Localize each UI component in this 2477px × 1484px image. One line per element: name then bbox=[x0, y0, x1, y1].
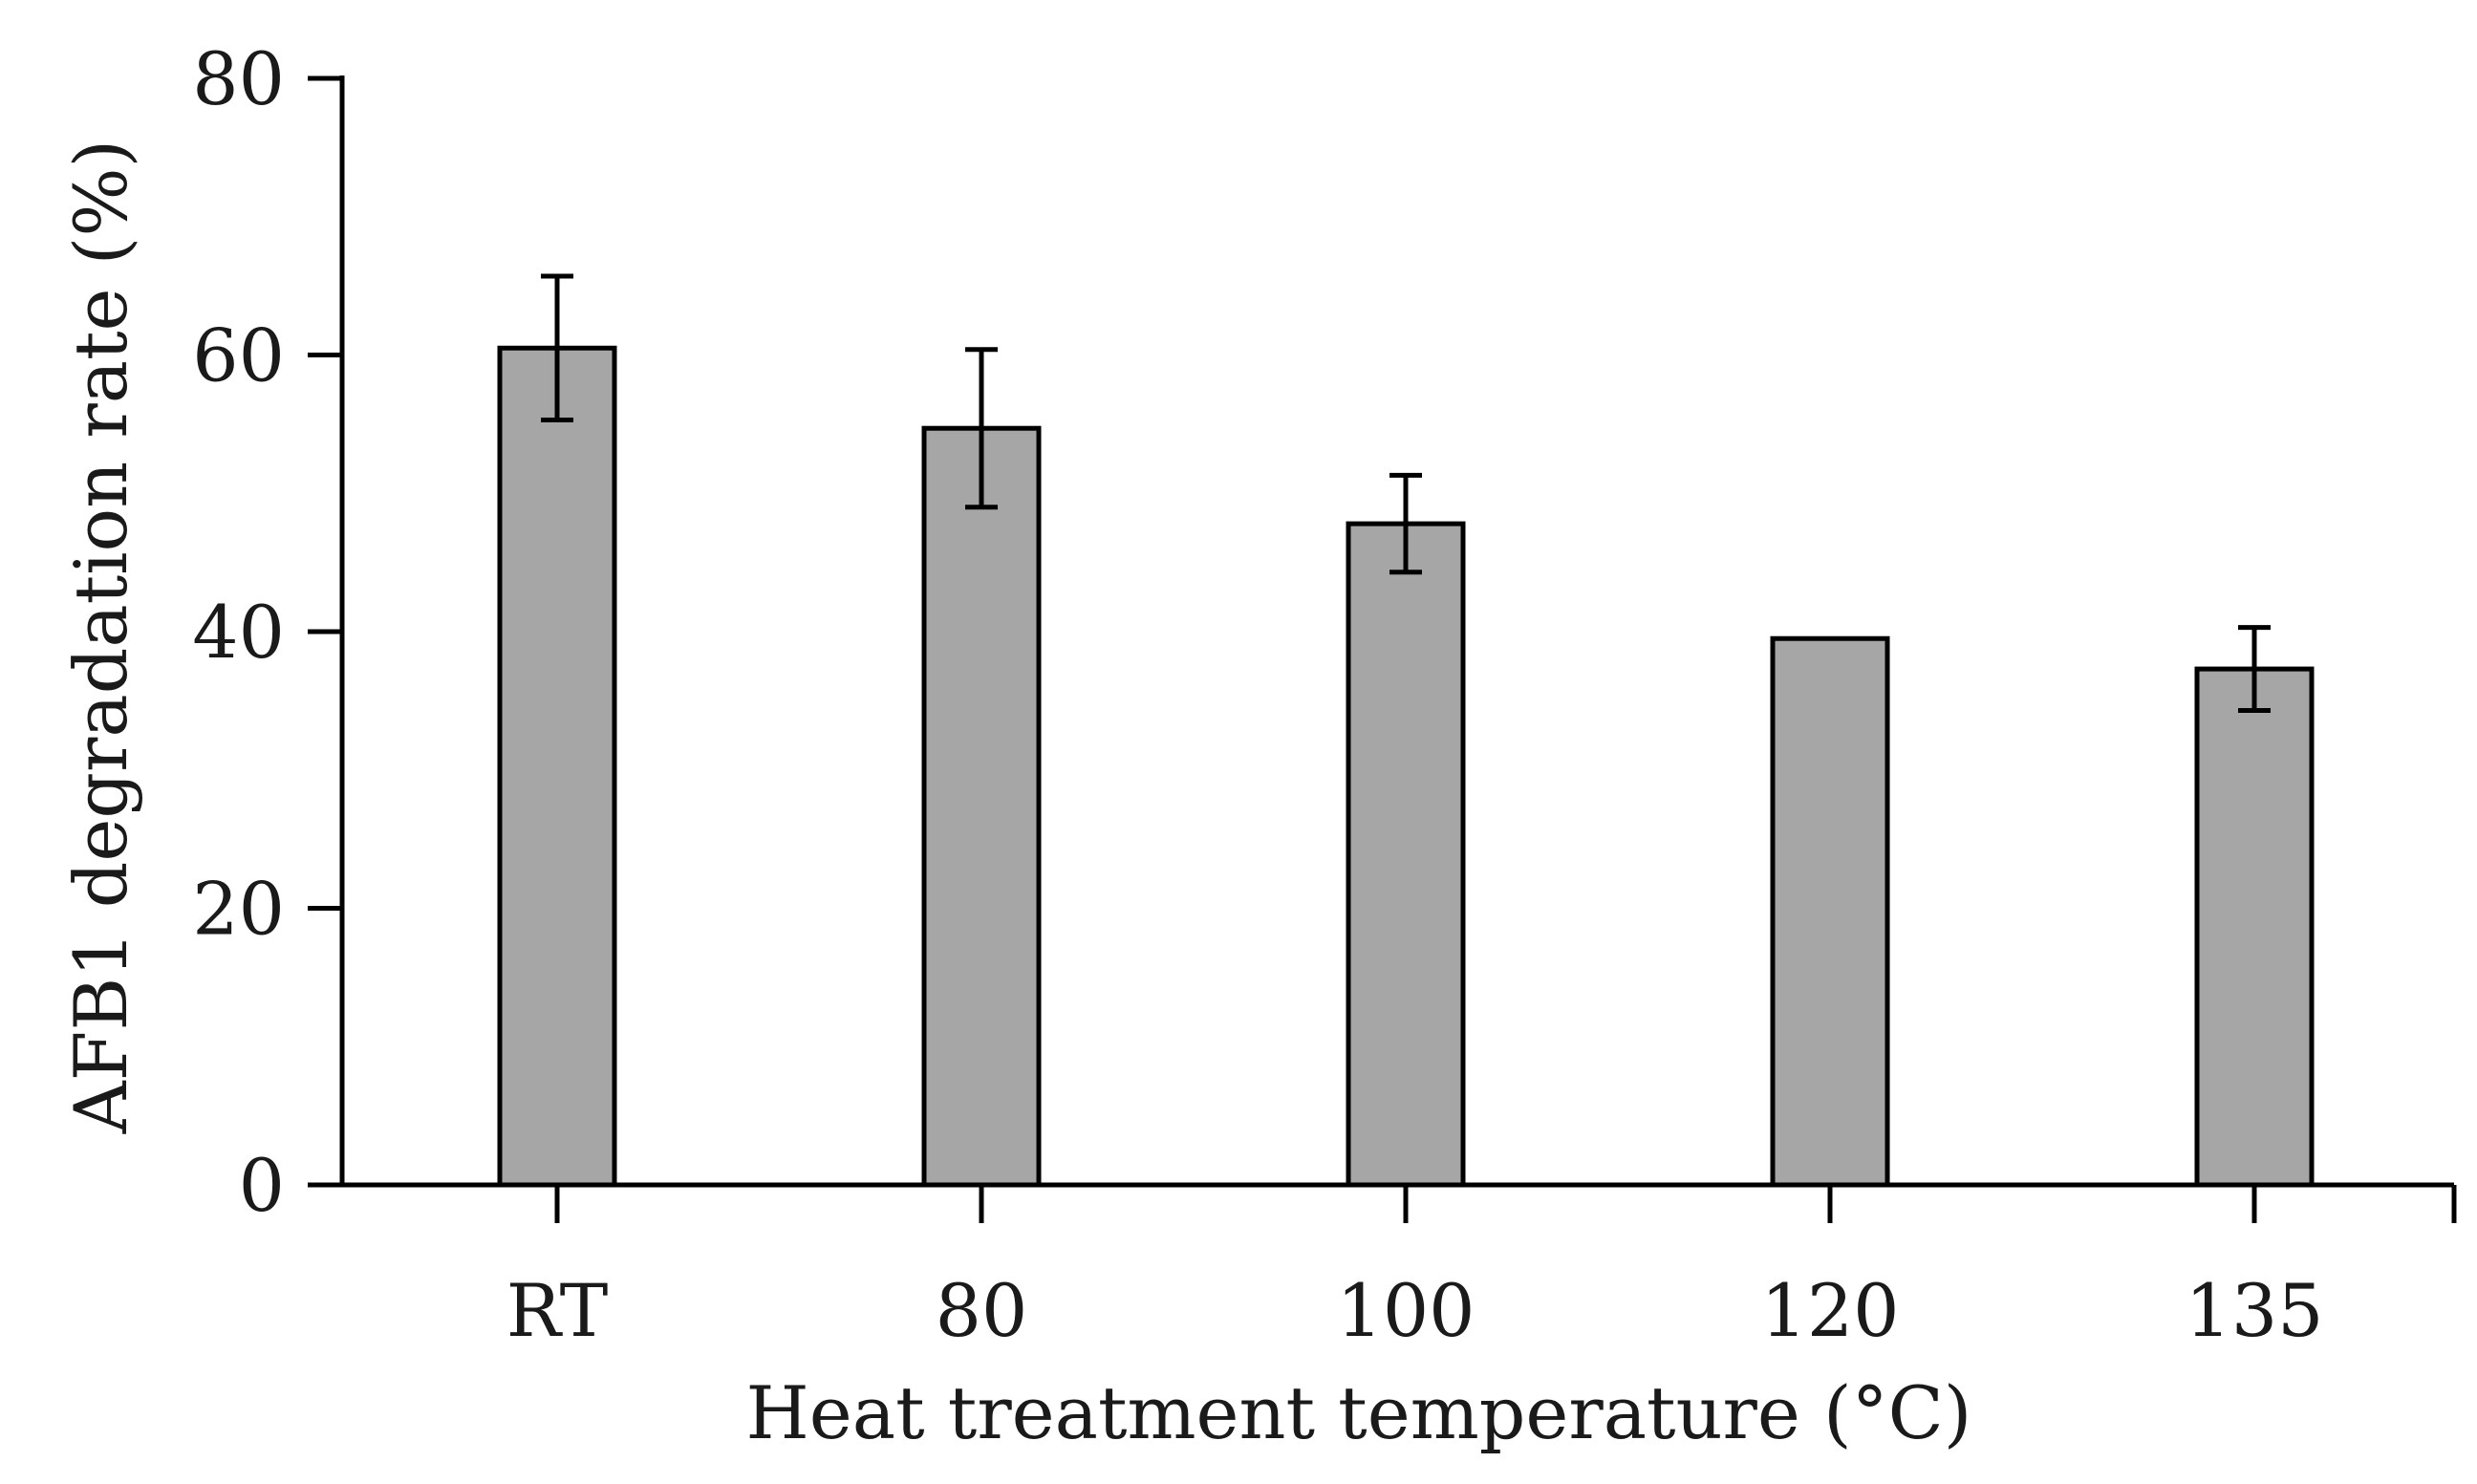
y-tick-label: 0 bbox=[239, 1143, 285, 1228]
ticks-layer: RT 80 100 120 135 0 20 40 60 80 bbox=[192, 36, 2323, 1353]
y-axis-label: AFB1 degradation rate (%) bbox=[58, 140, 143, 1134]
bar-100 bbox=[1346, 521, 1466, 1188]
bar-RT bbox=[497, 345, 617, 1188]
y-tick-label: 80 bbox=[192, 36, 285, 121]
error-bars-layer bbox=[541, 273, 2271, 714]
x-axis-label: Heat treatment temperature (°C) bbox=[746, 1370, 1972, 1455]
bar-80 bbox=[921, 425, 1042, 1188]
error-bar-80 bbox=[965, 347, 998, 510]
y-tick-label: 60 bbox=[192, 313, 285, 398]
bar-135 bbox=[2194, 666, 2315, 1188]
x-tick-label: 100 bbox=[1336, 1268, 1475, 1353]
y-tick-label: 20 bbox=[192, 867, 285, 952]
x-tick-label: RT bbox=[506, 1268, 609, 1353]
x-tick-label: 135 bbox=[2185, 1268, 2323, 1353]
x-tick-label: 80 bbox=[936, 1268, 1028, 1353]
y-tick-label: 40 bbox=[192, 590, 285, 675]
error-bar-RT bbox=[541, 273, 573, 423]
error-bar-135 bbox=[2238, 625, 2271, 714]
error-bar-100 bbox=[1389, 472, 1422, 575]
x-tick-label: 120 bbox=[1760, 1268, 1899, 1353]
bar-120 bbox=[1770, 635, 1890, 1188]
